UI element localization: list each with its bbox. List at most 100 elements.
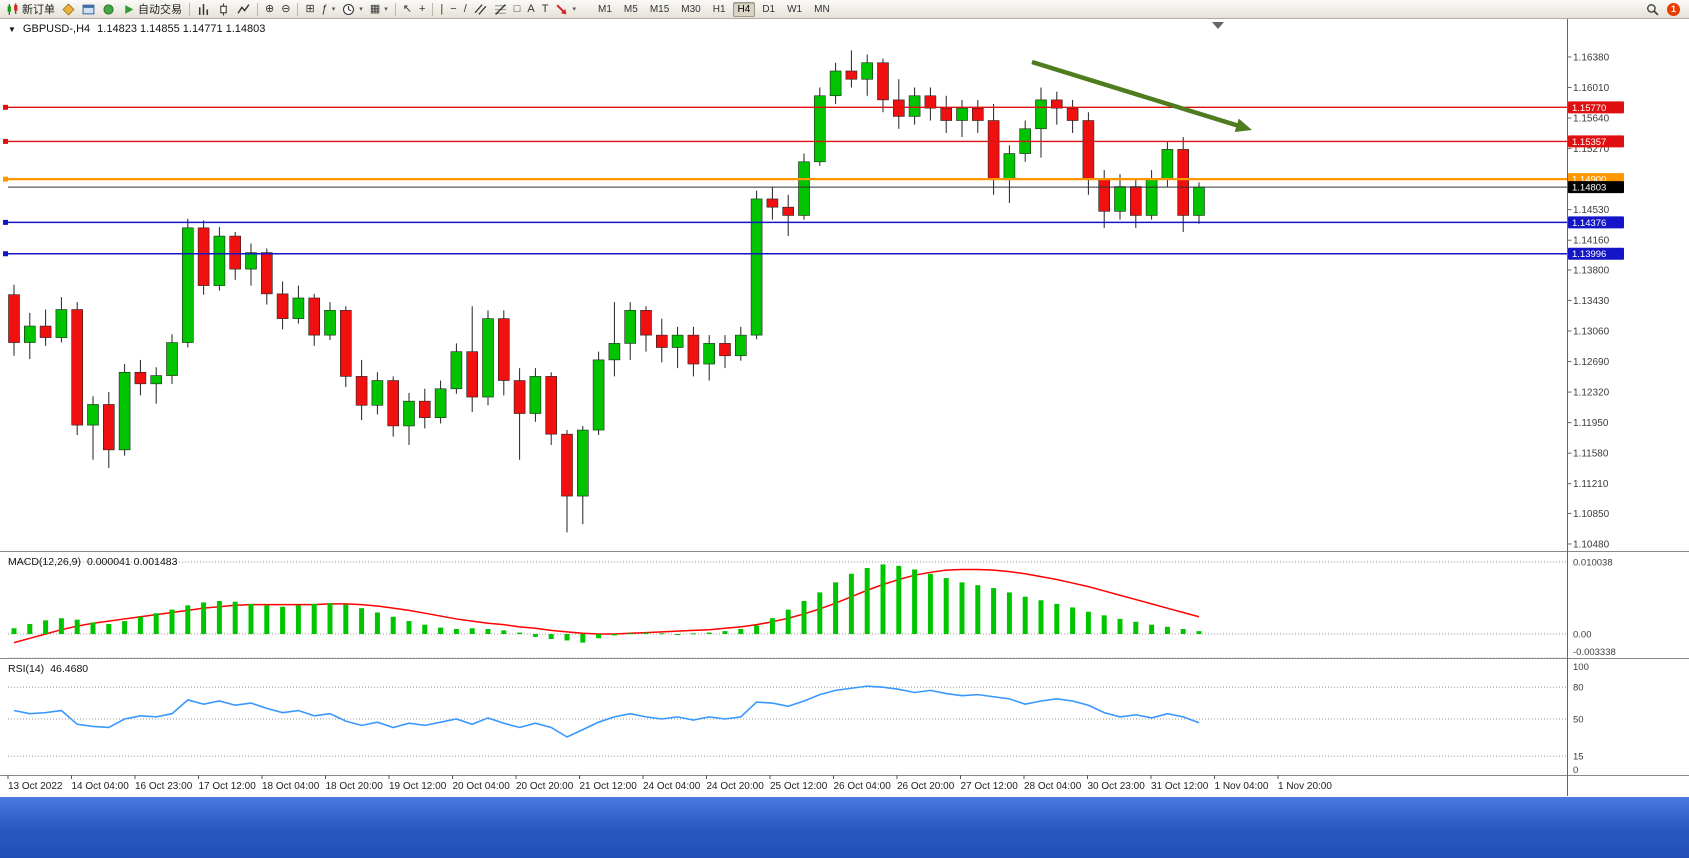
svg-text:1.16010: 1.16010 [1573, 83, 1610, 94]
timeframe-w1-button[interactable]: W1 [787, 3, 803, 15]
svg-text:100: 100 [1573, 662, 1589, 673]
chart-shift-marker [1212, 22, 1224, 29]
candles-icon [7, 3, 18, 15]
circle-icon [103, 3, 114, 15]
arrowmark-icon [556, 3, 567, 14]
horizontal-line[interactable]: 1.15357 [3, 135, 1624, 148]
macd-signal-line [13, 568, 1200, 644]
trendline-button[interactable]: / [461, 1, 470, 18]
candlestick-chart-button[interactable] [214, 1, 233, 18]
navigator-button[interactable] [99, 1, 118, 18]
zoom-out-button-glyph: ⊖ [281, 2, 291, 15]
rsi-header: RSI(14) 46.4680 [8, 663, 88, 675]
line-chart-button[interactable] [234, 1, 253, 18]
dropdown-caret-icon[interactable]: ▾ [331, 6, 336, 13]
svg-text:1.12320: 1.12320 [1573, 388, 1610, 399]
timeframe-m30-button[interactable]: M30 [681, 3, 701, 15]
periods-button[interactable]: ▾ [339, 1, 366, 18]
macd-indicator-name: MACD(12,26,9) [8, 556, 81, 568]
vertical-line-button[interactable]: | [437, 1, 446, 18]
shapes-button[interactable]: □ [511, 1, 524, 18]
svg-text:30 Oct 23:00: 30 Oct 23:00 [1088, 781, 1146, 792]
horizontal-line[interactable]: 1.14376 [3, 216, 1624, 229]
clock-icon [343, 3, 355, 15]
line-price-label [1568, 216, 1624, 229]
svg-text:24 Oct 20:00: 24 Oct 20:00 [707, 781, 765, 792]
macd-panel: 0.010038 0.00 -0.003338 [8, 557, 1616, 659]
timeframe-m15-button[interactable]: M15 [649, 3, 670, 15]
new-order-button[interactable]: 新订单 [3, 1, 58, 18]
zigzag-icon [237, 3, 250, 14]
svg-text:1.10480: 1.10480 [1573, 539, 1610, 550]
fibonacci-button[interactable] [491, 1, 510, 18]
svg-text:26 Oct 04:00: 26 Oct 04:00 [834, 781, 892, 792]
horizontal-line-button[interactable]: − [447, 1, 459, 18]
text-label-button-glyph: T [541, 2, 549, 15]
macd-header: MACD(12,26,9) 0.000041 0.001483 [8, 556, 177, 568]
svg-text:26 Oct 20:00: 26 Oct 20:00 [897, 781, 955, 792]
trend-arrow[interactable] [1031, 59, 1252, 132]
timeframe-m1-button[interactable]: M1 [598, 3, 612, 15]
svg-text:1 Nov 20:00: 1 Nov 20:00 [1278, 781, 1332, 792]
timeframe-d1-button[interactable]: D1 [762, 3, 776, 15]
bar-chart-button[interactable] [194, 1, 213, 18]
svg-text:1.14530: 1.14530 [1573, 205, 1610, 216]
horizontal-line[interactable]: 1.14900 [3, 173, 1624, 186]
indicators-button[interactable]: ƒ ▾ [319, 1, 339, 18]
cursor-button[interactable]: ↖ [400, 1, 415, 18]
svg-text:1.15770: 1.15770 [1572, 103, 1606, 114]
timeframe-m5-button[interactable]: M5 [623, 3, 638, 15]
svg-text:1.16380: 1.16380 [1573, 52, 1610, 63]
horizontal-line-button-glyph: − [450, 2, 457, 15]
zoom-out-button[interactable]: ⊖ [278, 1, 293, 18]
data-window-button[interactable] [79, 1, 98, 18]
svg-text:1.15640: 1.15640 [1573, 114, 1610, 125]
toolbar-separator [394, 2, 396, 16]
line-price-label [1568, 247, 1624, 260]
symbol-collapse-arrow-icon[interactable]: ▼ [8, 24, 16, 34]
cursor-button-glyph: ↖ [402, 2, 412, 15]
templates-button[interactable]: ▦ ▾ [367, 1, 391, 18]
timeframe-toolbar: M1 M5 M15 M30 H1 H4 D1 W1 MN [593, 1, 835, 17]
arrows-button[interactable]: ▾ [552, 1, 579, 18]
horizontal-line[interactable]: 1.13996 [3, 247, 1624, 261]
equidistant-channel-button[interactable] [471, 1, 490, 18]
svg-text:1.11580: 1.11580 [1573, 449, 1609, 460]
rsi-indicator-name: RSI(14) [8, 663, 45, 675]
svg-text:50: 50 [1573, 715, 1584, 726]
text-button[interactable]: A [524, 1, 537, 18]
horizontal-line[interactable]: 1.15770 [3, 101, 1624, 114]
autotrading-button[interactable]: 自动交易 [119, 1, 185, 18]
fibo-icon [494, 3, 506, 15]
rsi-indicator-value: 46.4680 [50, 663, 89, 675]
vertical-line-button-glyph: | [440, 2, 444, 15]
price-axis-labels: 1.16380 1.16010 1.15640 1.15270 1.14530 1.141… [1567, 52, 1610, 550]
dropdown-caret-icon[interactable]: ▾ [359, 6, 363, 13]
shapes-button-glyph: □ [513, 2, 521, 15]
svg-text:1.13060: 1.13060 [1573, 327, 1610, 338]
symbol-title: GBPUSD-,H4 [22, 23, 91, 35]
zoom-in-button[interactable]: ⊕ [262, 1, 277, 18]
toolbar-separator [432, 2, 434, 16]
dropdown-caret-icon[interactable]: ▾ [572, 6, 576, 13]
tile-windows-button[interactable]: ⊞ [302, 1, 317, 18]
timeframe-mn-button[interactable]: MN [814, 3, 830, 15]
svg-text:1.10850: 1.10850 [1573, 509, 1610, 520]
notification-badge[interactable]: 1 [1667, 2, 1680, 16]
dropdown-caret-icon[interactable]: ▾ [384, 6, 388, 13]
chart-canvas[interactable]: 1.16380 1.16010 1.15640 1.15270 1.14530 1.141… [0, 0, 1689, 797]
macd-indicator-values: 0.000041 0.001483 [86, 556, 178, 568]
text-label-button[interactable]: T [539, 1, 552, 18]
timeframe-h1-button[interactable]: H1 [712, 3, 726, 15]
svg-text:1.14900: 1.14900 [1572, 175, 1606, 186]
indicators-button-glyph: ƒ [321, 2, 328, 15]
play-icon [125, 4, 134, 14]
bars-icon [198, 3, 209, 15]
timeframe-h4-button[interactable]: H4 [732, 1, 756, 17]
svg-text:13 Oct 2022: 13 Oct 2022 [8, 781, 63, 792]
taskbar[interactable] [0, 797, 1689, 858]
zoom-in-button-glyph: ⊕ [265, 2, 275, 15]
crosshair-button[interactable]: + [416, 1, 428, 18]
market-watch-button[interactable] [59, 1, 78, 18]
search-button[interactable] [1643, 1, 1662, 18]
